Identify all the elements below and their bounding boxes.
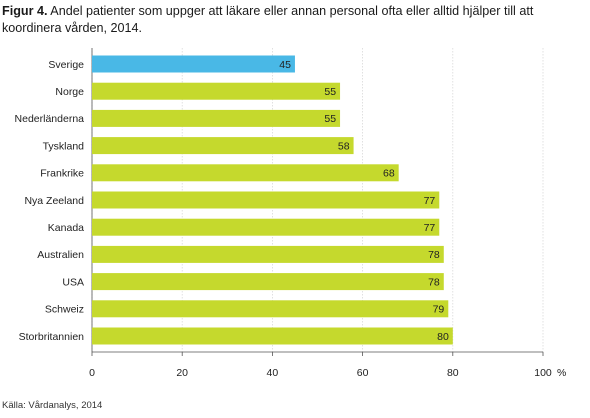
value-label: 79 [433,304,445,316]
category-label: Storbritannien [19,331,85,343]
x-tick-label: 40 [267,367,279,379]
x-tick-label: 80 [447,367,459,379]
category-label: Frankrike [40,168,84,180]
bar [92,137,354,155]
x-tick-label: 0 [89,367,95,379]
x-unit-label: % [557,367,566,379]
value-label: 68 [383,168,395,180]
category-label: Sverige [48,59,84,71]
bar [92,191,440,209]
bar [92,218,440,236]
value-label: 80 [437,331,449,343]
figure-title-text: Andel patienter som uppger att läkare el… [2,4,534,35]
bar [92,245,444,263]
bar [92,109,341,127]
x-tick-label: 100 [534,367,552,379]
value-label: 45 [279,59,291,71]
bar [92,82,341,100]
x-tick-label: 20 [176,367,188,379]
category-label: Nya Zeeland [24,195,84,207]
value-label: 55 [324,113,336,125]
value-label: 55 [324,86,336,98]
value-label: 58 [338,140,350,152]
bar [92,273,444,291]
value-label: 78 [428,276,440,288]
value-label: 77 [424,195,436,207]
bar [92,300,449,318]
bar [92,55,295,73]
bar [92,327,453,345]
category-label: Schweiz [45,304,84,316]
category-label: Kanada [48,222,84,234]
category-label: Nederländerna [15,113,85,125]
category-label: Tyskland [43,140,85,152]
category-label: Australien [37,249,84,261]
value-label: 77 [424,222,436,234]
bar [92,164,399,182]
source-note: Källa: Vårdanalys, 2014 [2,400,103,411]
x-tick-label: 60 [357,367,369,379]
category-label: Norge [55,86,84,98]
category-label: USA [62,276,84,288]
chart-title: Figur 4. Andel patienter som uppger att … [2,3,586,37]
value-label: 78 [428,249,440,261]
figure-label: Figur 4. [2,4,48,18]
